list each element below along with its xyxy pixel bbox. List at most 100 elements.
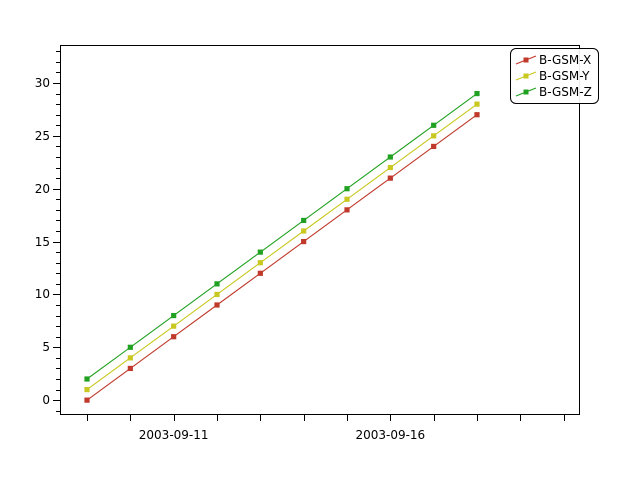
legend-label: B-GSM-Z [539,85,592,99]
data-point-marker [127,344,133,350]
y-tick-minor [56,167,61,169]
series-b-gsm-x [84,112,480,403]
data-point-marker [171,323,177,329]
legend-marker-icon [515,87,537,97]
plot-area: 0 5 10 15 20 25 30 2003-09-11 2003-09-16 [35,45,580,442]
y-tick-label: 15 [34,234,50,249]
data-point-marker [84,397,90,403]
data-point-marker [127,355,133,361]
data-point-marker [474,90,480,97]
series-b-gsm-y [84,101,480,393]
x-tick [173,414,175,421]
data-point-marker [257,249,263,255]
data-point-marker [171,312,177,319]
y-tick-minor [56,178,61,180]
legend-label: B-GSM-X [539,53,592,67]
data-point-marker [474,101,480,107]
y-tick-minor [56,220,61,222]
data-point-marker [431,143,437,150]
x-tick [303,414,305,421]
y-tick-minor [56,326,61,328]
y-tick-minor [56,252,61,254]
data-point-marker [474,112,480,118]
x-tick [87,414,88,421]
data-point-marker [387,175,393,181]
series-line [86,114,478,401]
data-point-marker [301,228,307,234]
y-tick-minor [56,379,61,380]
y-tick-major [53,400,61,402]
y-tick-minor [56,72,61,74]
legend[interactable]: B-GSM-X B-GSM-Y B-GSM-Z [510,48,599,104]
series-line [86,103,478,391]
data-point-marker [171,334,177,340]
y-tick-label: 5 [42,340,50,355]
data-point-marker [344,186,350,192]
data-point-marker [214,302,220,308]
y-tick-minor [56,51,61,53]
x-tick [390,414,392,421]
y-tick-major [53,188,61,190]
y-tick-minor [56,146,61,148]
y-tick-minor [56,209,61,211]
y-tick-label: 25 [34,128,50,143]
x-tick-label: 2003-09-11 [138,428,209,442]
x-tick-label: 2003-09-16 [355,428,426,442]
data-point-marker [257,260,263,266]
data-point-marker [84,386,90,393]
y-tick-minor [56,262,61,264]
data-point-marker [214,291,220,298]
y-tick-minor [56,157,61,158]
y-tick-minor [56,336,61,338]
series-layer [84,90,480,403]
data-point-marker [387,164,393,171]
x-tick [563,414,565,421]
y-tick-minor [56,315,61,317]
y-tick-minor [56,125,61,127]
legend-marker-icon [515,55,537,65]
data-point-marker [301,217,307,224]
y-tick-minor [56,368,61,370]
x-tick [520,414,522,421]
x-tick [260,414,262,421]
data-point-marker [387,154,393,160]
x-tick [217,414,218,421]
legend-item-b-gsm-y[interactable]: B-GSM-Y [515,68,592,84]
data-point-marker [257,270,263,276]
x-tick [433,414,435,421]
y-tick-major [53,347,61,349]
x-tick [477,414,478,421]
y-tick-minor [56,114,61,116]
y-tick-label: 20 [34,181,50,196]
legend-item-b-gsm-z[interactable]: B-GSM-Z [515,84,592,100]
x-tick [347,414,348,421]
data-point-marker [84,376,90,382]
legend-label: B-GSM-Y [539,69,590,83]
data-point-marker [301,238,307,245]
y-tick-minor [56,93,61,95]
legend-item-b-gsm-x[interactable]: B-GSM-X [515,52,592,68]
series-line [86,93,478,380]
y-tick-minor [56,357,61,359]
data-point-marker [344,196,350,202]
y-tick-minor [56,61,61,63]
y-tick-minor [56,410,61,412]
y-tick-label: 0 [42,393,50,408]
y-tick-label: 10 [34,287,50,302]
data-point-marker [127,365,133,372]
y-tick-major [53,135,61,137]
y-tick-minor [56,273,61,275]
y-tick-major [53,241,61,243]
y-tick-minor [56,231,61,232]
y-tick-minor [56,305,61,306]
data-point-marker [431,133,437,139]
series-b-gsm-z [84,90,480,382]
y-tick-minor [56,104,61,106]
y-tick-minor [56,199,61,201]
legend-marker-icon [515,71,537,81]
data-point-marker [344,207,350,213]
y-tick-major [53,294,61,296]
x-tick [130,414,132,421]
y-tick-minor [56,389,61,391]
